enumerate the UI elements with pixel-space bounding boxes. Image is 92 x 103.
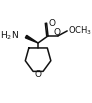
Text: O: O [49,19,56,28]
Polygon shape [25,35,38,43]
Text: OCH$_3$: OCH$_3$ [68,25,92,37]
Text: O: O [53,28,60,37]
Text: O: O [35,70,42,79]
Text: H$_2$N: H$_2$N [0,30,19,42]
